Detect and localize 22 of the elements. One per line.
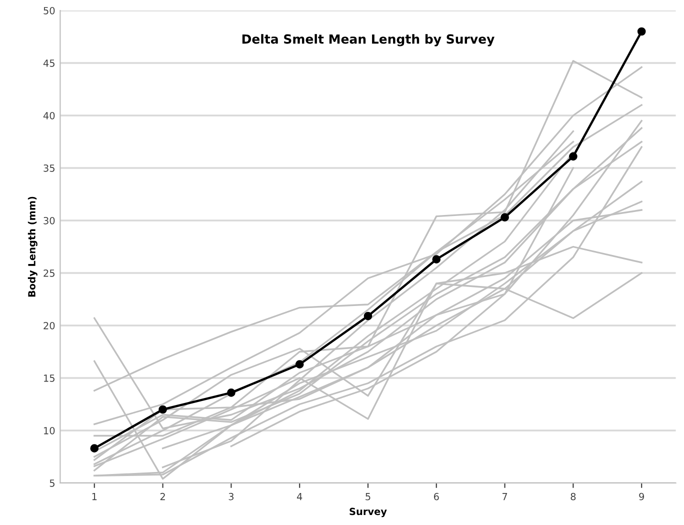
y-tick-label: 45 — [43, 60, 54, 67]
y-axis-title: Body Length (mm) — [28, 196, 38, 297]
x-tick-label: 6 — [434, 492, 439, 500]
y-tick-label: 50 — [44, 6, 55, 14]
y-tick-label: 30 — [44, 216, 55, 224]
x-axis-title: Survey — [350, 508, 387, 518]
x-tick-label: 1 — [92, 493, 97, 500]
text: Delta Smelt Mean Length by Survey — [242, 34, 494, 46]
x-tick-label: 5 — [366, 493, 370, 500]
y-tick-label: 5 — [50, 480, 54, 487]
x-tick-label: 4 — [296, 493, 302, 500]
x-tick-label: 8 — [570, 492, 576, 500]
y-tick-label: 10 — [44, 426, 55, 434]
y-tick-label: 40 — [43, 112, 55, 120]
x-tick-label: 7 — [502, 493, 508, 500]
y-tick-label: 15 — [44, 374, 54, 382]
x-tick-label: 2 — [160, 492, 165, 500]
x-tick-label: 3 — [228, 492, 234, 500]
x-tick-label: 9 — [639, 492, 644, 500]
y-tick-label: 20 — [44, 322, 55, 330]
y-tick-label: 25 — [44, 269, 54, 277]
y-tick-label: 35 — [44, 164, 54, 172]
